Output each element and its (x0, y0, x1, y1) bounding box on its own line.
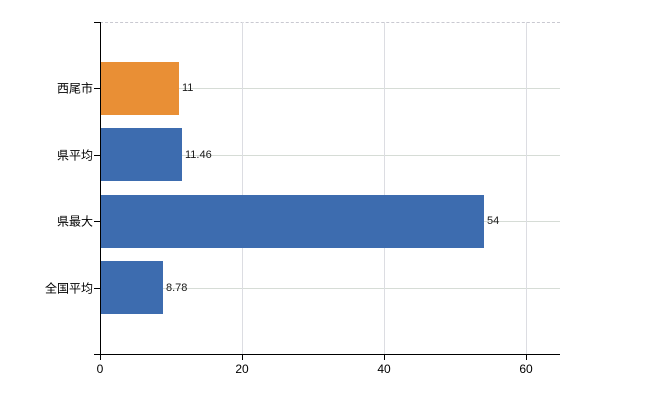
plot-top-border (100, 22, 560, 23)
bar (101, 195, 484, 248)
bar (101, 128, 182, 181)
x-axis-tick (526, 354, 527, 360)
gridline-vertical (384, 22, 385, 354)
x-axis-tick-label: 20 (235, 362, 249, 376)
gridline-horizontal (100, 88, 560, 89)
x-axis-tick (384, 354, 385, 360)
gridline-vertical (242, 22, 243, 354)
gridline-horizontal (100, 288, 560, 289)
category-label: 県最大 (56, 214, 93, 229)
bar-value-label: 54 (487, 215, 500, 227)
x-axis-tick (242, 354, 243, 360)
category-label: 全国平均 (44, 281, 93, 296)
y-axis-tick (94, 22, 100, 23)
bar-value-label: 11 (182, 82, 194, 94)
x-axis-tick-label: 60 (519, 362, 533, 376)
y-axis-tick (94, 288, 100, 289)
category-label: 県平均 (56, 148, 93, 163)
bar-value-label: 11.46 (185, 149, 212, 161)
gridline-horizontal (100, 155, 560, 156)
x-axis-line (94, 354, 560, 355)
x-axis-tick-label: 40 (377, 362, 391, 376)
bar (101, 261, 163, 314)
gridline-vertical (526, 22, 527, 354)
bar-value-label: 8.78 (166, 282, 188, 294)
x-axis-tick (100, 354, 101, 360)
y-axis-tick (94, 88, 100, 89)
bar (101, 62, 179, 115)
y-axis-line (100, 22, 101, 354)
y-axis-tick (94, 221, 100, 222)
x-axis-tick-label: 0 (96, 362, 104, 376)
y-axis-tick (94, 155, 100, 156)
category-label: 西尾市 (56, 81, 93, 96)
